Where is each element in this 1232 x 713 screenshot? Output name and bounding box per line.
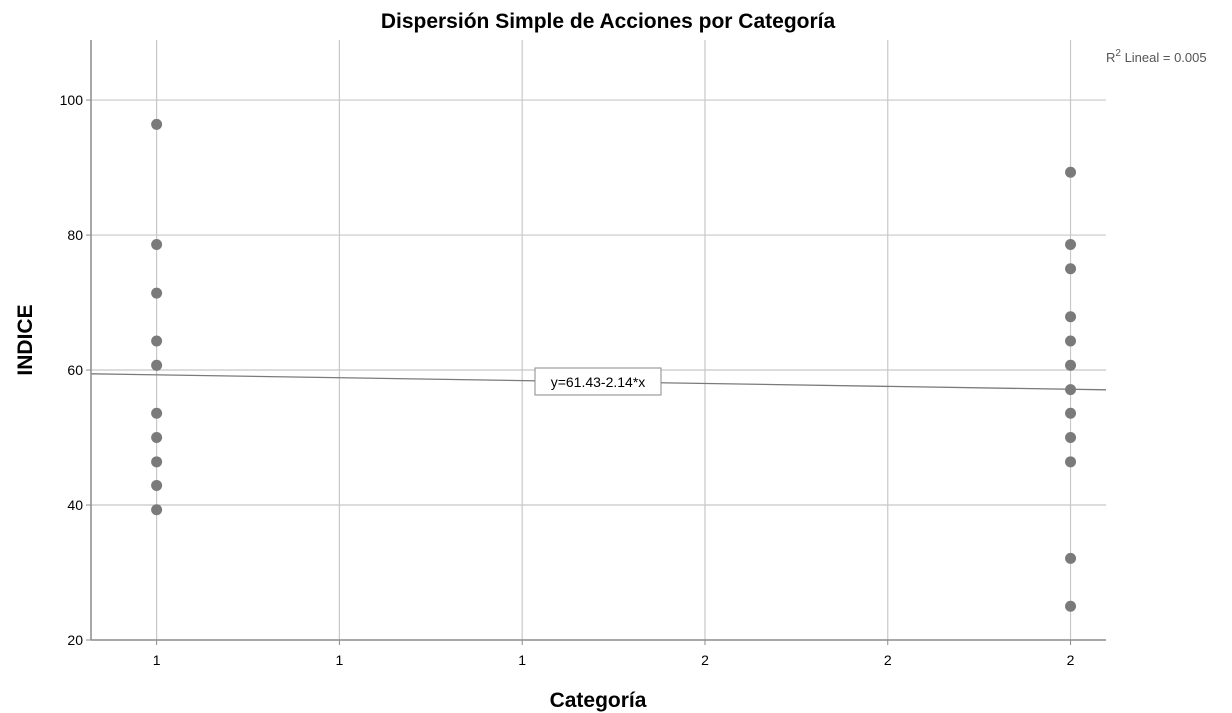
data-point xyxy=(1065,311,1077,323)
data-point xyxy=(1065,407,1077,419)
x-tick-label: 2 xyxy=(701,652,709,668)
data-point xyxy=(1065,600,1077,612)
data-points xyxy=(151,118,1077,612)
y-tick-label: 20 xyxy=(67,632,83,648)
y-tick-labels: 20 40 60 80 100 xyxy=(60,92,84,648)
fit-equation-label: y=61.43-2.14*x xyxy=(551,374,646,390)
data-point xyxy=(1065,166,1077,178)
data-point xyxy=(1065,335,1077,347)
y-tick-label: 40 xyxy=(67,497,83,513)
data-point xyxy=(1065,456,1077,468)
r2-label-sup: 2 xyxy=(1115,48,1121,59)
data-point xyxy=(1065,432,1077,444)
data-point xyxy=(151,456,163,468)
y-tick-label: 80 xyxy=(67,227,83,243)
fit-equation-box: y=61.43-2.14*x xyxy=(534,367,662,396)
data-point xyxy=(151,287,163,299)
data-point xyxy=(1065,359,1077,371)
x-tick-label: 1 xyxy=(153,652,161,668)
x-tick-label: 1 xyxy=(518,652,526,668)
y-axis-label: INDICE xyxy=(14,304,37,375)
x-tick-label: 2 xyxy=(1067,652,1075,668)
fit-equation-frame xyxy=(534,367,662,396)
chart-title: Dispersión Simple de Acciones por Catego… xyxy=(381,10,836,33)
data-point xyxy=(1065,552,1077,564)
data-point xyxy=(151,407,163,419)
data-point xyxy=(1065,238,1077,250)
data-point xyxy=(1065,263,1077,275)
grid-lines xyxy=(91,40,1106,640)
data-point xyxy=(151,118,163,130)
r2-label-base: R xyxy=(1106,50,1115,65)
data-point xyxy=(151,335,163,347)
y-tick-label: 100 xyxy=(60,92,84,108)
x-tick-label: 1 xyxy=(336,652,344,668)
r2-label: R2 Lineal = 0.005 xyxy=(1106,48,1207,65)
y-tick-label: 60 xyxy=(67,362,83,378)
axes xyxy=(86,40,1106,645)
x-tick-labels: 1 1 1 2 2 2 xyxy=(153,652,1075,668)
data-point xyxy=(151,238,163,250)
x-axis-label: Categoría xyxy=(550,689,647,712)
data-point xyxy=(151,504,163,516)
r2-label-rest: Lineal = 0.005 xyxy=(1121,50,1207,65)
x-tick-label: 2 xyxy=(884,652,892,668)
data-point xyxy=(151,479,163,491)
data-point xyxy=(151,432,163,444)
data-point xyxy=(1065,384,1077,396)
data-point xyxy=(151,359,163,371)
